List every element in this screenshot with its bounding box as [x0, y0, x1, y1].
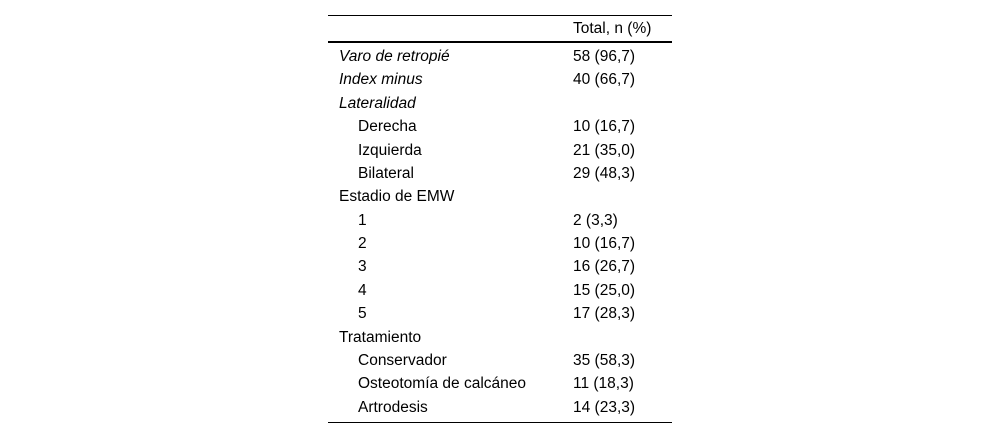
- table-row: Index minus 40 (66,7): [328, 68, 672, 91]
- table-row: Artrodesis 14 (23,3): [328, 396, 672, 419]
- table-row: Izquierda 21 (35,0): [328, 139, 672, 162]
- table-body: Varo de retropié 58 (96,7) Index minus 4…: [328, 43, 672, 422]
- patient-characteristics-table: Total, n (%) Varo de retropié 58 (96,7) …: [328, 15, 672, 424]
- table-row: Osteotomía de calcáneo 11 (18,3): [328, 372, 672, 395]
- row-label: Izquierda: [358, 142, 422, 158]
- row-label: Lateralidad: [339, 95, 416, 112]
- table-row: Conservador 35 (58,3): [328, 349, 672, 372]
- row-label: Bilateral: [358, 165, 414, 182]
- table-row: Lateralidad: [328, 92, 672, 115]
- row-value: 2 (3,3): [573, 211, 618, 229]
- row-label: Varo de retropié: [339, 48, 450, 65]
- row-value: 14 (23,3): [573, 398, 636, 416]
- table-row: Tratamiento: [328, 326, 672, 349]
- row-value: 10 (16,7): [573, 235, 636, 253]
- table-row: 5 17 (28,3): [328, 302, 672, 325]
- row-label: 1: [358, 212, 367, 229]
- table-header-row: Total, n (%): [328, 16, 672, 43]
- row-label: 4: [358, 282, 367, 299]
- row-value: 17 (28,3): [573, 305, 636, 323]
- row-value: 29 (48,3): [573, 164, 636, 182]
- row-label: Tratamiento: [339, 329, 422, 346]
- row-value: 58 (96,7): [573, 47, 636, 65]
- row-label: Derecha: [358, 119, 417, 135]
- row-value: 15 (25,0): [573, 281, 636, 299]
- table-row: 3 16 (26,7): [328, 256, 672, 279]
- row-label: Index minus: [339, 72, 423, 88]
- row-label: 5: [358, 306, 367, 322]
- row-label: Osteotomía de calcáneo: [358, 376, 527, 392]
- table-row: Bilateral 29 (48,3): [328, 162, 672, 185]
- table-row: 1 2 (3,3): [328, 209, 672, 232]
- row-value: 21 (35,0): [573, 141, 636, 159]
- table-row: Varo de retropié 58 (96,7): [328, 45, 672, 68]
- row-value: 35 (58,3): [573, 352, 636, 370]
- table-row: 4 15 (25,0): [328, 279, 672, 302]
- table-row: 2 10 (16,7): [328, 232, 672, 255]
- table-row: Estadio de EMW: [328, 185, 672, 208]
- row-value: 40 (66,7): [573, 71, 636, 89]
- row-value: 16 (26,7): [573, 258, 636, 276]
- row-value: 11 (18,3): [573, 375, 634, 393]
- header-total-label: Total, n (%): [573, 19, 652, 37]
- row-label: 2: [358, 236, 367, 252]
- row-label: 3: [358, 259, 367, 275]
- row-label: Estadio de EMW: [339, 189, 455, 205]
- row-label: Artrodesis: [358, 399, 428, 416]
- row-value: 10 (16,7): [573, 118, 636, 136]
- row-label: Conservador: [358, 353, 447, 369]
- table-row: Derecha 10 (16,7): [328, 115, 672, 138]
